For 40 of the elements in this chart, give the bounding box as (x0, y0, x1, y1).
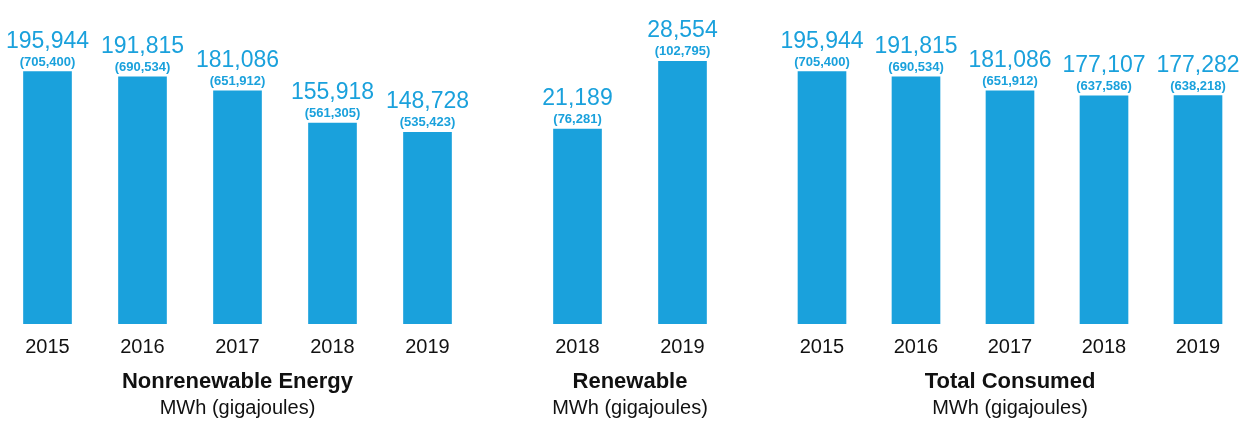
data-label: 148,728 (535,423) (385, 87, 470, 130)
bar (891, 76, 941, 324)
data-label: 177,107 (637,586) (1062, 50, 1146, 93)
data-label: 155,918 (561,305) (290, 78, 375, 121)
bar (797, 71, 847, 324)
x-tick-label: 2016 (893, 334, 939, 357)
bar (308, 122, 357, 324)
text: Total Consumed (923, 368, 1097, 394)
data-label: 191,815 (690,534) (874, 31, 958, 74)
data-label: 181,086 (651,912) (968, 45, 1052, 88)
text: MWh (gigajoules) (551, 396, 709, 419)
x-tick-label: 2018 (555, 334, 600, 357)
x-tick-label: 2016 (120, 334, 165, 357)
x-tick-label: 2019 (405, 334, 450, 357)
text: MWh (gigajoules) (158, 396, 317, 419)
x-tick-label: 2017 (987, 334, 1033, 357)
bar (1079, 95, 1129, 324)
data-label: 195,944 (705,400) (780, 26, 864, 69)
data-label: 28,554 (102,795) (647, 16, 718, 59)
data-label: 21,189 (76,281) (542, 84, 613, 127)
bar (23, 71, 72, 324)
text: MWh (gigajoules) (931, 396, 1089, 419)
data-label: 191,815 (690,534) (100, 31, 185, 74)
x-tick-label: 2015 (799, 334, 845, 357)
x-tick-label: 2019 (1175, 334, 1221, 357)
bar (1173, 95, 1223, 324)
bar (403, 132, 452, 324)
x-tick-label: 2018 (310, 334, 355, 357)
bar (985, 90, 1035, 324)
data-label: 195,944 (705,400) (5, 26, 90, 69)
text: Renewable (571, 368, 689, 394)
x-tick-label: 2015 (25, 334, 70, 357)
x-tick-label: 2018 (1081, 334, 1127, 357)
bar (213, 90, 262, 324)
x-tick-label: 2019 (660, 334, 705, 357)
x-tick-label: 2017 (215, 334, 260, 357)
data-label: 177,282 (638,218) (1156, 50, 1240, 93)
bar (118, 76, 167, 324)
data-label: 181,086 (651,912) (195, 45, 280, 88)
text: Nonrenewable Energy (120, 368, 355, 394)
